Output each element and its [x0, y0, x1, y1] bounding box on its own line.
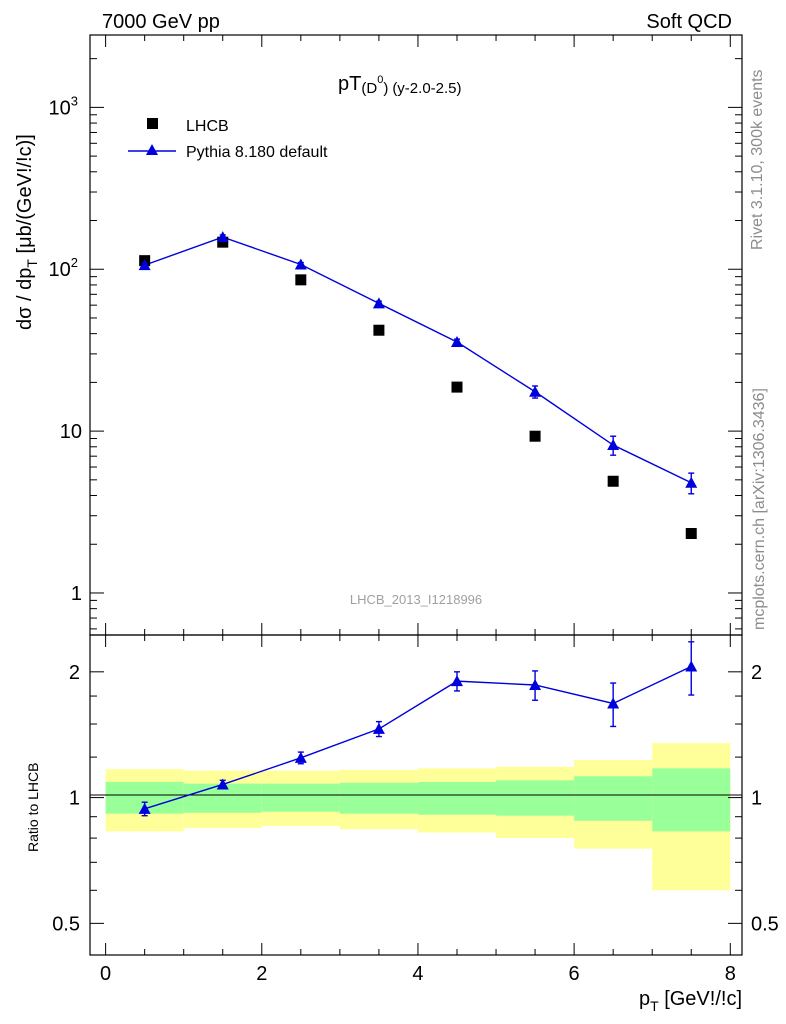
lhcb-point-2	[295, 274, 307, 286]
pythia-point-6	[607, 439, 620, 451]
mcplots-source-label: mcplots.cern.ch [arXiv:1306.3436]	[751, 388, 768, 630]
band-inner-4	[417, 781, 497, 815]
pythia-point-7	[685, 476, 698, 488]
ratio-point-5	[529, 678, 542, 690]
pythia-point-0	[138, 259, 151, 271]
ratio-point-6	[607, 697, 620, 709]
main-title: pT(D0) (y-2.0-2.5)	[338, 73, 462, 97]
pythia-point-5	[529, 385, 542, 397]
legend-label-pythia: Pythia 8.180 default	[186, 144, 328, 161]
lhcb-point-4	[451, 381, 463, 393]
ratio-line	[144, 665, 692, 810]
x-tick-label-2: 4	[412, 963, 423, 985]
ratio-y-tick-label-right-2: 2	[751, 662, 762, 684]
ratio-y-tick-label-left-2: 2	[69, 662, 80, 684]
x-tick-label-1: 2	[256, 963, 267, 985]
band-inner-6	[574, 776, 653, 821]
ratio-point-2	[294, 751, 307, 763]
ratio-y-tick-label-right-1: 1	[751, 788, 762, 810]
ratio-point-7	[685, 660, 698, 672]
ratio-point-3	[372, 722, 385, 734]
analysis-watermark: LHCB_2013_I1218996	[350, 592, 482, 607]
legend-marker-pythia	[146, 144, 158, 155]
ratio-y-tick-label-right-0: 0.5	[751, 913, 779, 935]
main-series-group	[138, 231, 698, 540]
ratio-uncertainty-bands	[105, 743, 731, 891]
pythia-point-3	[372, 297, 385, 309]
x-tick-label-3: 6	[569, 963, 580, 985]
ratio-panel-frame	[89, 634, 743, 956]
ratio-point-0	[138, 802, 151, 814]
ratio-y-tick-label-left-1: 1	[69, 788, 80, 810]
x-tick-label-0: 0	[100, 963, 111, 985]
header-left: 7000 GeV pp	[102, 11, 220, 33]
x-tick-label-4: 8	[725, 963, 736, 985]
lhcb-point-3	[373, 324, 385, 336]
ratio-y-axis-label: Ratio to LHCB	[25, 763, 41, 852]
main-y-tick-label-2: 102	[49, 255, 78, 281]
band-inner-2	[261, 783, 340, 812]
legend-marker-lhcb	[147, 118, 158, 129]
legend: LHCB Pythia 8.180 default	[128, 118, 328, 161]
pythia-point-1	[216, 231, 229, 243]
header-right: Soft QCD	[646, 11, 732, 33]
main-y-tick-label-3: 103	[49, 93, 78, 119]
band-inner-3	[339, 782, 418, 814]
ratio-point-4	[450, 675, 463, 687]
ratio-point-1	[216, 778, 229, 790]
main-y-axis-label: dσ / dpT [μb/(GeV!/!c)]	[14, 134, 40, 330]
pythia-line	[144, 236, 692, 484]
legend-label-lhcb: LHCB	[186, 118, 229, 135]
lhcb-point-5	[529, 430, 541, 442]
main-y-tick-label-1: 10	[60, 421, 82, 443]
lhcb-point-1	[217, 236, 229, 248]
pythia-point-4	[450, 336, 463, 348]
ratio-series-group	[138, 641, 698, 817]
axis-tick-labels: 0 2 4 6 8 1 10 102 103 0.5 0.5 1 1 2 2	[49, 93, 779, 985]
ratio-y-tick-label-left-0: 0.5	[52, 913, 80, 935]
band-inner-5	[496, 780, 575, 816]
lhcb-point-7	[685, 528, 697, 540]
lhcb-point-6	[607, 475, 619, 487]
main-y-tick-label-0: 1	[71, 583, 82, 605]
x-axis-label: pT [GeV!/!c]	[639, 988, 742, 1014]
rivet-version-label: Rivet 3.1.10, 300k events	[749, 69, 766, 250]
axis-ticks	[90, 35, 742, 955]
pythia-point-2	[294, 258, 307, 270]
band-inner-7	[652, 768, 731, 832]
